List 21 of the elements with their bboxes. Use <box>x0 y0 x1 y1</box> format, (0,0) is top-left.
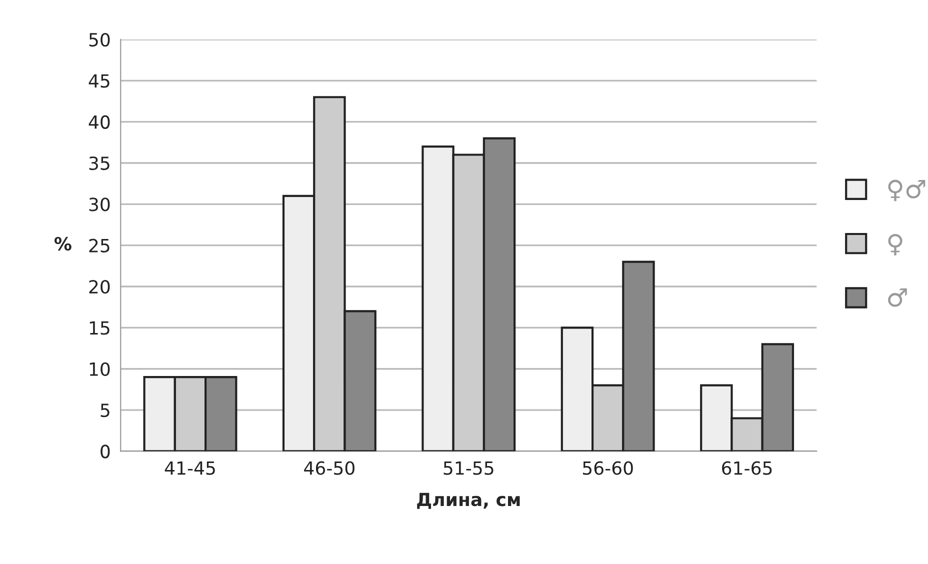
y-tick-label: 30 <box>89 198 110 212</box>
y-tick-label: 25 <box>89 238 110 252</box>
y-tick-label: 40 <box>88 115 110 129</box>
legend-label: ♀ <box>888 234 902 256</box>
y-tick-label: 15 <box>90 321 110 335</box>
y-tick-label: 10 <box>90 362 110 376</box>
y-tick-label: 50 <box>89 32 110 47</box>
y-tick-label: 0 <box>100 444 110 458</box>
y-tick-label: 20 <box>89 280 110 294</box>
x-tick-label: 41-45 <box>164 461 215 475</box>
y-tick-label: 35 <box>89 156 110 170</box>
x-tick-label: 46-50 <box>304 461 354 475</box>
y-tick-label: 5 <box>100 404 110 418</box>
legend-label: ♀♂ <box>888 180 926 202</box>
y-tick-label: 45 <box>88 74 110 88</box>
x-axis-title: Длина, см <box>417 492 520 509</box>
x-tick-label: 51-55 <box>444 461 494 475</box>
x-tick-label: 56-60 <box>583 461 633 475</box>
legend-label: ♂ <box>888 288 907 307</box>
x-tick-label: 61-65 <box>722 461 772 475</box>
y-axis-title: % <box>54 236 72 251</box>
